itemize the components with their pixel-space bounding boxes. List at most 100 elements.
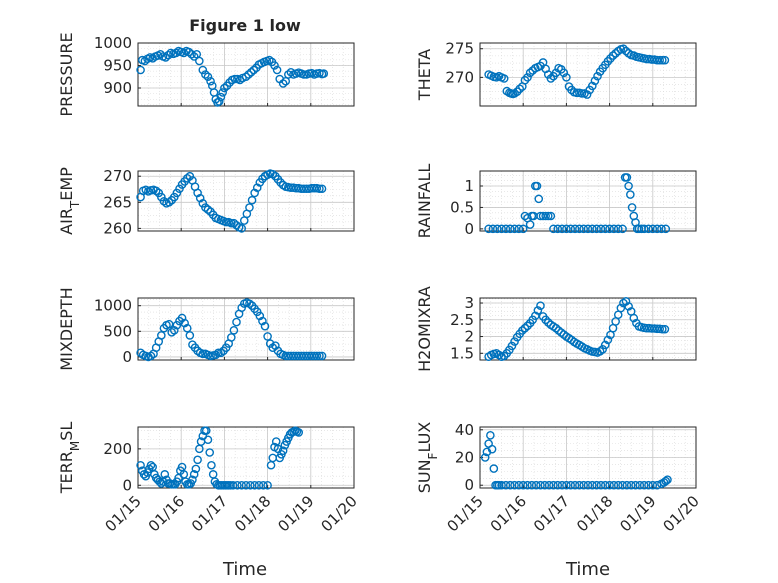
data-point (660, 55, 670, 65)
data-point (579, 224, 588, 234)
data-point (549, 480, 558, 490)
data-point (557, 224, 567, 234)
data-point (518, 224, 528, 234)
data-point (652, 224, 662, 234)
data-point (570, 480, 580, 490)
y-axis-label: H2OMIXRA (415, 286, 434, 372)
y-tick-label: 1000 (94, 34, 132, 52)
figure-title: Figure 1 low (189, 16, 301, 35)
data-point (271, 341, 280, 350)
data-point (553, 224, 563, 234)
axes-box (479, 170, 697, 232)
data-point (227, 333, 236, 342)
data-point (232, 317, 241, 327)
y-tick-label: 40 (455, 421, 474, 439)
data-point (627, 203, 637, 212)
data-point (258, 480, 268, 490)
data-point (655, 55, 665, 65)
data-point (180, 318, 189, 328)
data-point (621, 297, 631, 306)
data-point (598, 344, 607, 354)
y-tick-label: 0 (122, 348, 132, 366)
data-point (207, 460, 216, 470)
data-point (201, 426, 211, 435)
data-point (250, 480, 259, 490)
y-tick-label: 2.5 (450, 311, 474, 329)
data-point (518, 480, 528, 490)
data-point (622, 480, 632, 490)
data-point (488, 224, 498, 234)
data-point (626, 190, 635, 199)
y-tick-label: 0.5 (450, 198, 474, 216)
data-point (216, 348, 226, 358)
data-point (532, 181, 542, 191)
y-axis-label: RAINFALL (415, 164, 434, 239)
data-point (588, 480, 597, 490)
data-point (161, 53, 170, 62)
data-point (618, 224, 627, 234)
y-tick-label: 0 (464, 476, 474, 494)
data-point (221, 217, 231, 227)
data-point (566, 224, 576, 234)
data-point (487, 444, 497, 454)
data-point (136, 65, 145, 75)
data-point (546, 74, 556, 83)
data-point (214, 348, 223, 358)
data-point (531, 480, 541, 490)
data-point (600, 480, 610, 490)
data-point (657, 224, 666, 234)
data-point (501, 480, 511, 490)
y-tick-label: 265 (103, 193, 132, 211)
data-point (600, 340, 610, 350)
data-point (315, 351, 324, 361)
data-point (553, 480, 563, 490)
data-point (205, 448, 215, 457)
data-point (187, 49, 196, 59)
data-point (588, 224, 597, 234)
data-point (182, 174, 192, 183)
data-point (559, 68, 569, 78)
axes-box (137, 170, 355, 232)
data-point (206, 76, 215, 86)
y-tick-label: 1 (464, 177, 474, 195)
data-point (218, 88, 227, 97)
data-point (592, 480, 601, 490)
data-point (299, 70, 309, 79)
data-point (507, 341, 517, 351)
data-point (263, 332, 272, 341)
data-point (557, 480, 567, 490)
data-point (241, 480, 251, 490)
y-tick-label: 0 (464, 220, 474, 238)
subplot-3: 260 265 270 AIRTEMP (57, 167, 355, 237)
data-point (164, 198, 174, 207)
data-point (246, 480, 255, 490)
data-point (268, 169, 278, 179)
data-point (160, 470, 170, 479)
data-point (533, 306, 543, 315)
data-point (189, 470, 199, 479)
y-axis-label: SUNFLUX (415, 422, 440, 494)
data-point (661, 224, 671, 234)
subplot-4: 0 0.5 1 RAINFALL (415, 164, 697, 239)
y-tick-label: 270 (445, 68, 474, 86)
data-point (582, 90, 592, 99)
data-point (245, 203, 254, 212)
data-point (237, 224, 246, 233)
data-point (527, 480, 537, 490)
data-point (543, 318, 553, 327)
data-point (596, 480, 606, 490)
data-point (540, 480, 550, 490)
data-point (622, 173, 632, 182)
data-point (624, 181, 633, 191)
y-axis-label: MIXDEPTH (57, 287, 76, 370)
data-point (621, 46, 631, 56)
data-point (317, 351, 327, 361)
y-axis-label: AIRTEMP (57, 167, 82, 235)
data-point (618, 480, 627, 490)
data-point (159, 196, 169, 206)
y-axis-label: PRESSURE (57, 32, 76, 116)
data-point (644, 480, 653, 490)
data-point (605, 224, 614, 234)
data-point (203, 205, 213, 214)
data-point (312, 351, 322, 361)
